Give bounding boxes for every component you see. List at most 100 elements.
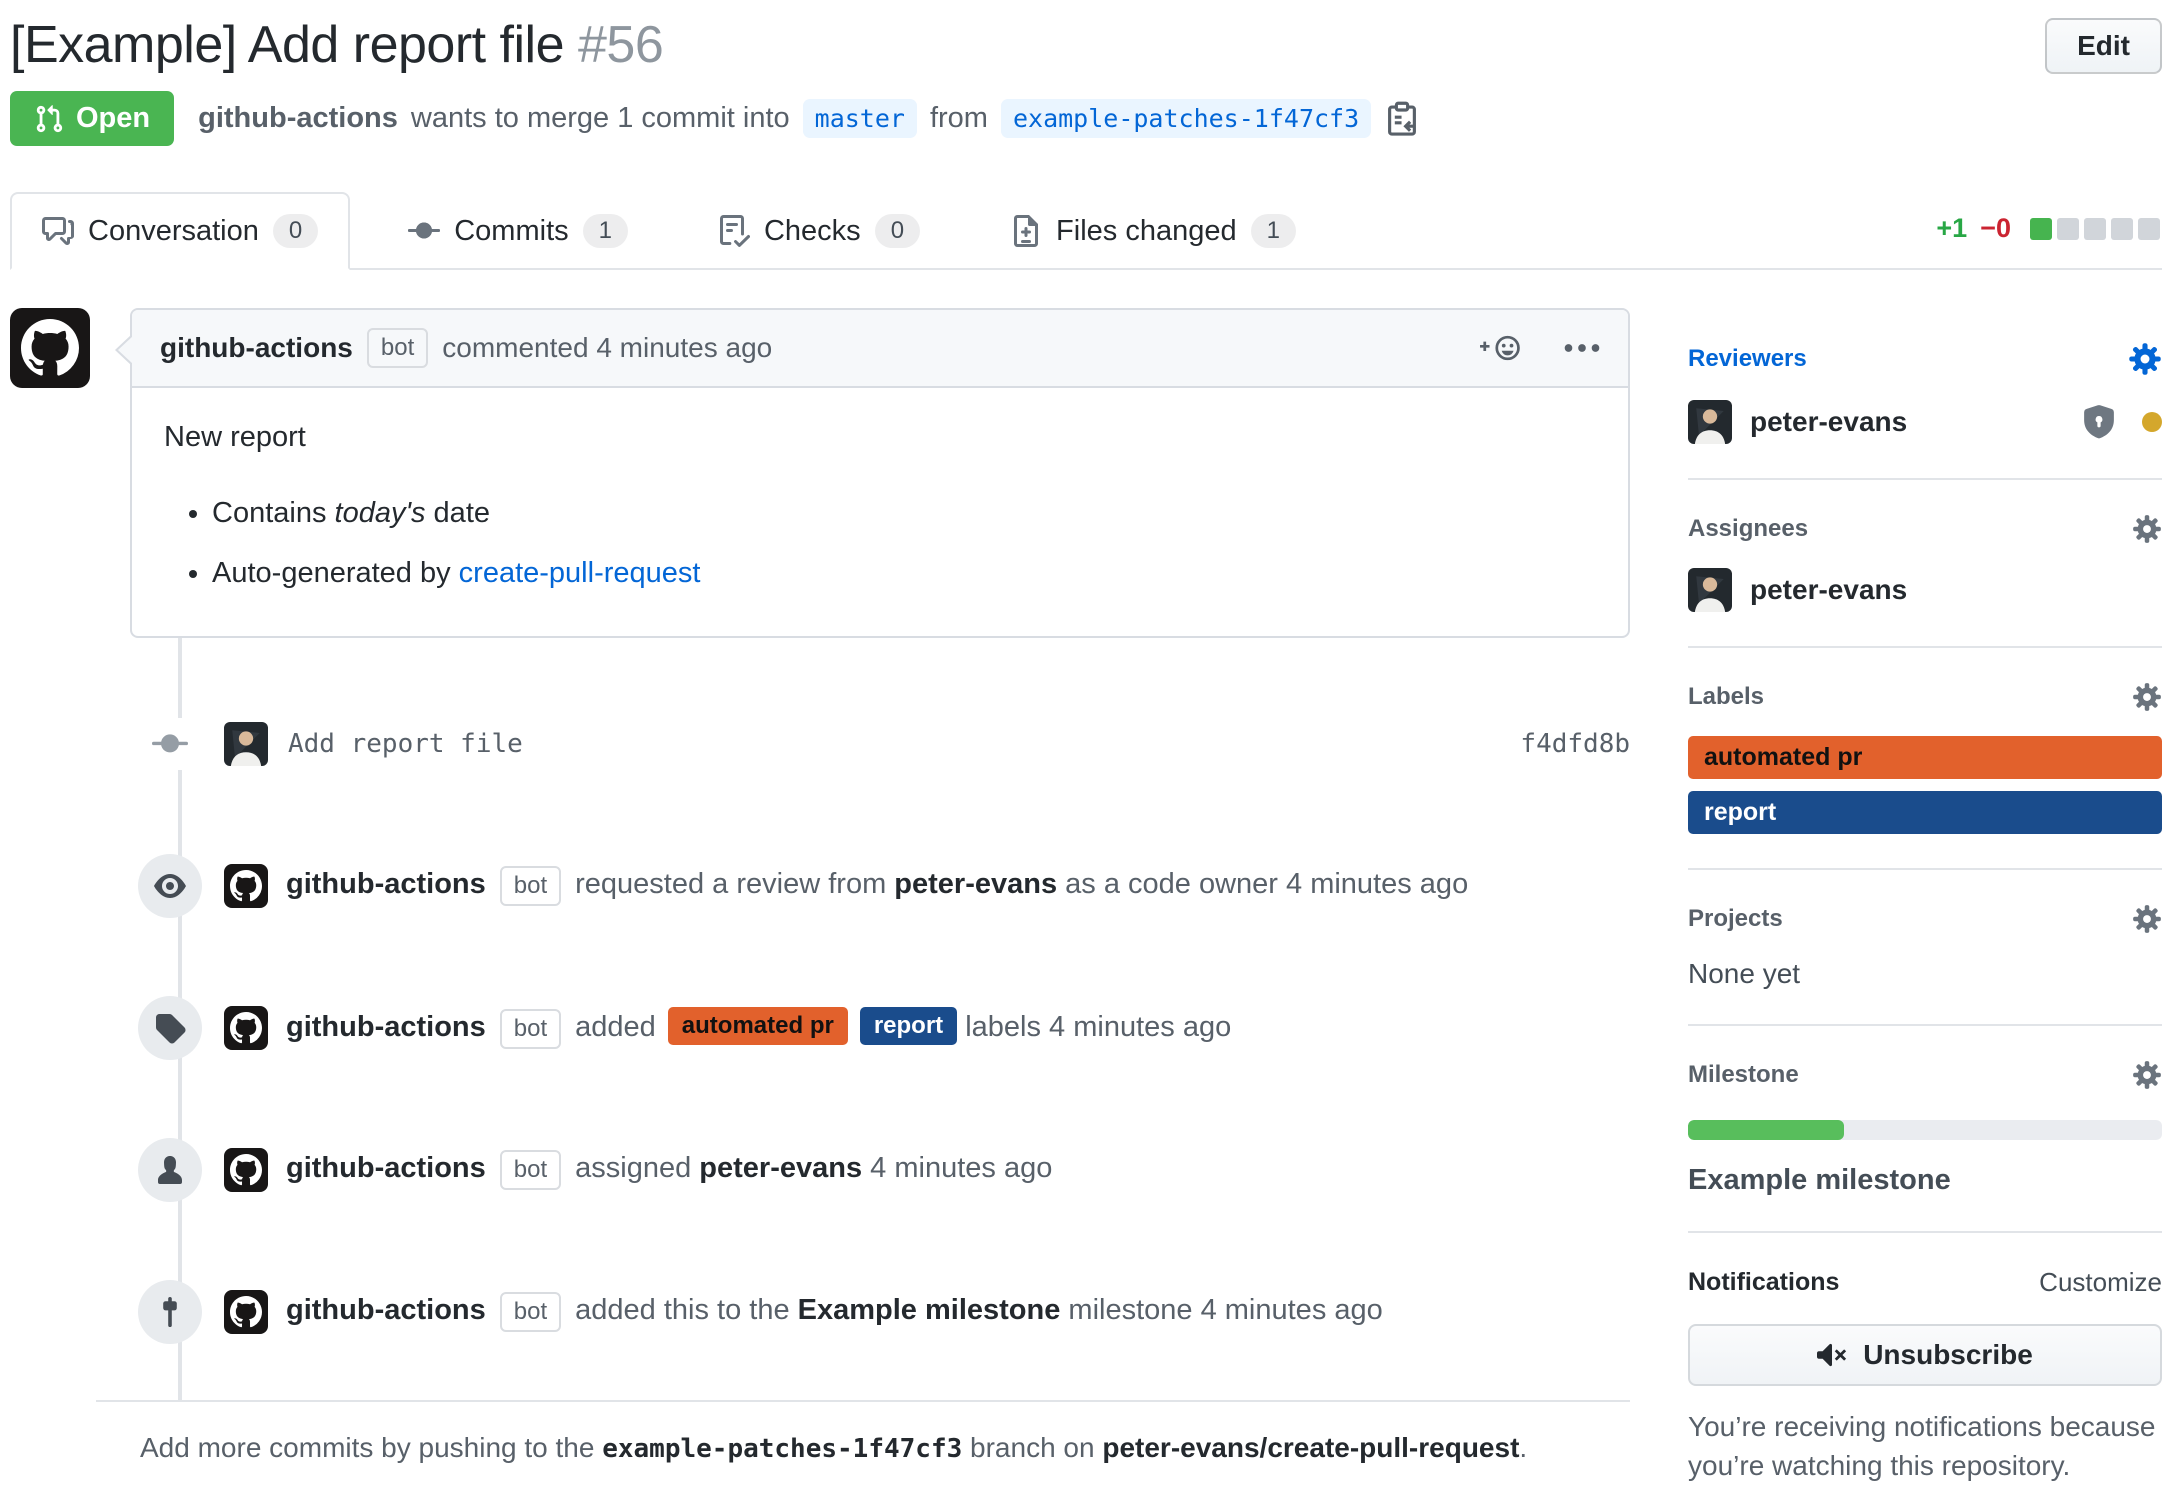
customize-link[interactable]: Customize: [2039, 1267, 2162, 1298]
notifications-heading: Notifications: [1688, 1268, 1840, 1297]
add-reaction-icon[interactable]: [1478, 334, 1522, 362]
github-actions-avatar[interactable]: [224, 1148, 268, 1193]
comment-action-text: commented 4 minutes ago: [442, 332, 773, 364]
event-actor[interactable]: github-actions: [286, 1152, 486, 1185]
pr-author[interactable]: github-actions: [198, 102, 398, 135]
pr-header: [Example] Add report file #56 Edit: [10, 14, 2162, 77]
unsubscribe-button[interactable]: Unsubscribe: [1688, 1324, 2162, 1387]
milestone-name[interactable]: Example milestone: [1688, 1164, 1951, 1197]
milestone-progress-fill: [1688, 1120, 1845, 1141]
list-item: Auto-generated by create-pull-request: [212, 552, 1596, 594]
projects-empty-text: None yet: [1688, 958, 1801, 990]
page-title: [Example] Add report file #56: [10, 14, 2045, 77]
edit-button[interactable]: Edit: [2045, 18, 2162, 74]
comment-header-actions: [1478, 334, 1600, 362]
diffstat-block: [2138, 217, 2160, 240]
bot-badge: bot: [499, 1009, 562, 1049]
diffstat-block: [2057, 217, 2079, 240]
octocat-icon: [21, 319, 79, 377]
tab-label: Commits: [454, 214, 569, 247]
assignees-heading[interactable]: Assignees: [1688, 514, 2162, 544]
assignee-name[interactable]: peter-evans: [1750, 574, 1908, 606]
additions-count: +1: [1936, 213, 1968, 244]
pr-number: #56: [578, 16, 664, 74]
event-target-user[interactable]: peter-evans: [699, 1152, 863, 1185]
mute-icon: [1817, 1344, 1847, 1367]
pr-title: [Example] Add report file: [10, 16, 565, 74]
event-target-user[interactable]: peter-evans: [894, 868, 1058, 901]
assignee-row: peter-evans: [1688, 568, 2162, 613]
gear-icon[interactable]: [2128, 342, 2162, 376]
assignee-avatar[interactable]: [1688, 568, 1732, 613]
commit-sha[interactable]: f4dfd8b: [1520, 729, 1630, 760]
milestone-heading[interactable]: Milestone: [1688, 1060, 2162, 1090]
tab-commits[interactable]: Commits 1: [376, 192, 660, 270]
committer-avatar[interactable]: [224, 722, 268, 767]
gear-icon[interactable]: [2132, 514, 2162, 544]
list-item: Contains today's date: [212, 492, 1596, 534]
tab-counter: 1: [582, 214, 628, 249]
head-branch-ref[interactable]: example-patches-1f47cf3: [1000, 99, 1372, 139]
from-text: from: [929, 102, 988, 135]
create-pull-request-link[interactable]: create-pull-request: [458, 557, 701, 590]
labels-heading[interactable]: Labels: [1688, 682, 2162, 712]
comment-list: Contains today's date Auto-generated by …: [164, 492, 1596, 594]
kebab-menu-icon[interactable]: [1564, 343, 1600, 353]
event-text: github-actions bot assigned peter-evans 4 …: [286, 1150, 1052, 1190]
gear-icon[interactable]: [2132, 904, 2162, 934]
timeline-event-milestoned: github-actions bot added this to the Examp…: [10, 1280, 1630, 1345]
git-pull-request-icon: [36, 105, 63, 133]
person-icon: [138, 1138, 202, 1203]
label-report[interactable]: report: [859, 1007, 958, 1046]
label-automated-pr[interactable]: automated pr: [1688, 736, 2162, 780]
content: github-actions bot commented 4 minutes a…: [10, 270, 2162, 1494]
pr-state-badge: Open: [10, 91, 175, 147]
comment-discussion-icon: [42, 215, 74, 247]
tab-conversation[interactable]: Conversation 0: [10, 192, 351, 271]
diffstat[interactable]: +1 −0: [1936, 213, 2160, 244]
base-branch-ref[interactable]: master: [802, 99, 917, 139]
tab-checks[interactable]: Checks 0: [686, 192, 952, 270]
tag-icon: [138, 996, 202, 1061]
sidebar-section-notifications: Notifications Customize Unsubscribe You’…: [1688, 1267, 2162, 1494]
label-automated-pr[interactable]: automated pr: [667, 1007, 848, 1046]
timeline-event-assigned: github-actions bot assigned peter-evans 4 …: [10, 1138, 1630, 1203]
diffstat-block: [2111, 217, 2133, 240]
event-actor[interactable]: github-actions: [286, 1011, 486, 1044]
tab-counter: 0: [874, 214, 921, 249]
github-actions-avatar[interactable]: [224, 1006, 268, 1051]
shield-lock-icon: [2084, 405, 2114, 439]
comment-author[interactable]: github-actions: [160, 332, 353, 364]
projects-heading[interactable]: Projects: [1688, 904, 2162, 934]
gear-icon[interactable]: [2132, 682, 2162, 712]
tab-files-changed[interactable]: Files changed 1: [978, 192, 1328, 270]
footer-repo-link[interactable]: peter-evans/create-pull-request: [1102, 1432, 1520, 1464]
timeline-footer: Add more commits by pushing to the examp…: [96, 1400, 1630, 1494]
commit-message[interactable]: Add report file: [288, 729, 523, 760]
diffstat-block: [2030, 217, 2052, 240]
reviewer-row: peter-evans: [1688, 400, 2162, 445]
file-diff-icon: [1010, 215, 1042, 248]
tab-label: Files changed: [1056, 214, 1237, 247]
reviewer-avatar[interactable]: [1688, 400, 1732, 445]
event-actor[interactable]: github-actions: [286, 1294, 486, 1327]
pr-tabnav: Conversation 0 Commits 1 Checks 0 Files …: [10, 192, 2162, 271]
reviewers-heading[interactable]: Reviewers: [1688, 342, 2162, 376]
milestone-icon: [138, 1280, 202, 1345]
git-commit-icon: [138, 718, 202, 771]
github-actions-avatar[interactable]: [224, 1290, 268, 1335]
event-actor[interactable]: github-actions: [286, 868, 486, 901]
event-text: github-actions bot added this to the Examp…: [286, 1292, 1383, 1332]
gear-icon[interactable]: [2132, 1060, 2162, 1090]
copy-branch-icon[interactable]: [1384, 101, 1420, 137]
label-report[interactable]: report: [1688, 791, 2162, 835]
reviewer-name[interactable]: peter-evans: [1750, 406, 1908, 438]
comment-box: github-actions bot commented 4 minutes a…: [115, 308, 1630, 639]
github-actions-avatar[interactable]: [224, 864, 268, 909]
event-target-milestone[interactable]: Example milestone: [797, 1294, 1061, 1327]
pending-review-dot: [2142, 412, 2162, 433]
github-actions-avatar[interactable]: [10, 308, 90, 389]
git-commit-icon: [408, 215, 441, 247]
deletions-count: −0: [1980, 213, 2011, 244]
